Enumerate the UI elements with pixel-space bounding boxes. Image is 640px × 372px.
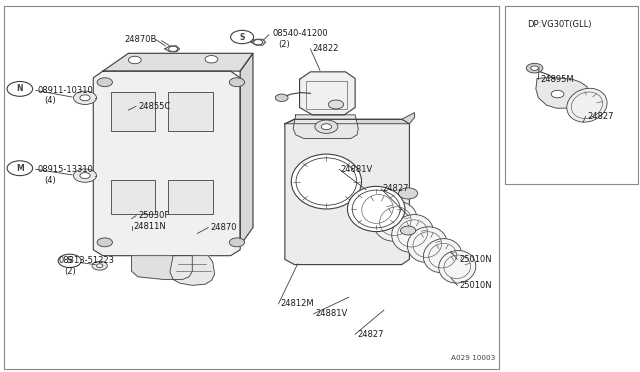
Polygon shape [536, 78, 589, 108]
Text: 24827: 24827 [587, 112, 613, 121]
Bar [168, 180, 212, 214]
Circle shape [229, 78, 244, 87]
Polygon shape [132, 256, 192, 279]
Text: 25010N: 25010N [460, 281, 492, 290]
Circle shape [80, 95, 90, 101]
Circle shape [526, 63, 543, 73]
Text: DP:VG30T(GLL): DP:VG30T(GLL) [527, 20, 592, 29]
Ellipse shape [567, 88, 607, 122]
Bar [4, 6, 499, 369]
Ellipse shape [348, 186, 405, 232]
Circle shape [92, 261, 108, 270]
Circle shape [253, 39, 262, 45]
Text: 24870B: 24870B [125, 35, 157, 44]
Text: S: S [67, 256, 72, 265]
Circle shape [58, 254, 81, 267]
Circle shape [169, 46, 177, 51]
Text: 24881V: 24881V [340, 165, 372, 174]
Ellipse shape [439, 250, 476, 283]
Circle shape [229, 238, 244, 247]
Circle shape [230, 31, 253, 44]
Circle shape [7, 81, 33, 96]
Bar [168, 92, 212, 131]
Text: 08540-41200: 08540-41200 [272, 29, 328, 38]
Polygon shape [285, 119, 410, 264]
Polygon shape [93, 71, 240, 256]
Circle shape [129, 56, 141, 64]
Bar [111, 180, 156, 214]
Text: M: M [16, 164, 24, 173]
Text: 08915-13310: 08915-13310 [38, 165, 93, 174]
Polygon shape [300, 72, 355, 115]
Polygon shape [293, 115, 358, 138]
Circle shape [328, 100, 344, 109]
Ellipse shape [356, 189, 399, 229]
Circle shape [7, 161, 33, 176]
Text: 24827: 24827 [383, 185, 409, 193]
Circle shape [74, 169, 97, 182]
Polygon shape [285, 113, 415, 124]
Text: S: S [239, 32, 244, 42]
Ellipse shape [291, 154, 362, 209]
Text: 24822: 24822 [312, 44, 339, 53]
Text: 24881V: 24881V [315, 310, 347, 318]
Circle shape [321, 124, 332, 130]
Circle shape [531, 66, 538, 70]
Text: (2): (2) [65, 267, 76, 276]
Circle shape [399, 188, 418, 199]
Text: 24870: 24870 [210, 223, 237, 232]
Circle shape [205, 55, 218, 63]
Circle shape [315, 120, 338, 134]
Text: 24895M: 24895M [540, 75, 574, 84]
Circle shape [275, 94, 288, 102]
Ellipse shape [392, 215, 433, 252]
Ellipse shape [374, 201, 417, 241]
Text: 25030F: 25030F [138, 211, 169, 220]
Text: 24811N: 24811N [134, 221, 166, 231]
Bar [505, 6, 638, 184]
Text: (4): (4) [44, 96, 56, 105]
Ellipse shape [424, 239, 462, 273]
Circle shape [80, 173, 90, 179]
Text: (2): (2) [278, 40, 291, 49]
Circle shape [401, 226, 416, 235]
Circle shape [551, 90, 564, 98]
Bar [306, 81, 348, 109]
Text: A029 10003: A029 10003 [451, 355, 495, 361]
Polygon shape [170, 256, 214, 285]
Bar [111, 92, 156, 131]
Text: 08911-10310: 08911-10310 [38, 86, 93, 95]
Text: 24812M: 24812M [280, 299, 314, 308]
Text: 08313-51223: 08313-51223 [58, 256, 114, 265]
Text: N: N [17, 84, 23, 93]
Ellipse shape [408, 227, 447, 262]
Polygon shape [240, 53, 253, 245]
Circle shape [97, 238, 113, 247]
Text: 24855C: 24855C [138, 102, 170, 111]
Text: (4): (4) [44, 176, 56, 185]
Circle shape [74, 91, 97, 105]
Circle shape [97, 264, 103, 267]
Text: 25010N: 25010N [460, 255, 492, 264]
Circle shape [97, 78, 113, 87]
Polygon shape [103, 53, 253, 71]
Polygon shape [251, 39, 266, 45]
Text: 24827: 24827 [357, 330, 383, 339]
Polygon shape [165, 46, 179, 52]
